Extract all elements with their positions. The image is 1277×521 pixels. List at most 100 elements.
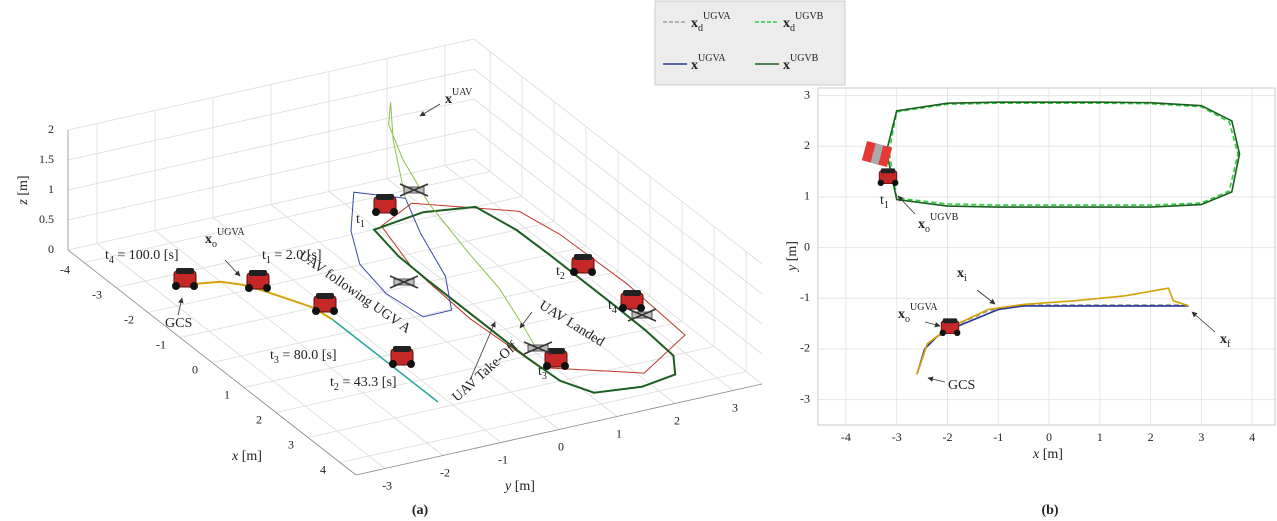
x-axis-label: x [m] <box>1032 447 1063 462</box>
axis-line <box>356 384 762 475</box>
text-part: UGVA <box>703 11 731 22</box>
robot-wheel <box>172 282 180 290</box>
robot-wheel <box>263 284 271 292</box>
text-part: [m] <box>1039 447 1063 462</box>
text-part: o <box>905 314 910 325</box>
annotation: t2 = 43.3 [s] <box>330 375 397 393</box>
trajectory <box>887 102 1240 207</box>
uav-icon <box>524 342 552 354</box>
x-tick-label: 1 <box>1097 430 1103 444</box>
y-tick-label: 1 <box>804 189 810 203</box>
robot-top <box>393 346 411 352</box>
robot-icon <box>389 346 415 368</box>
text-part: = 100.0 [s] <box>114 248 179 263</box>
x-tick-label: -2 <box>124 312 134 326</box>
text-part: UAV <box>452 87 473 98</box>
robot-icon <box>172 268 198 290</box>
robot-wheel <box>190 282 198 290</box>
y-tick-label: 2 <box>674 413 680 427</box>
annotation: xoUGVA <box>898 302 938 325</box>
text-part: = 80.0 [s] <box>279 348 337 363</box>
text-part: 1 <box>360 219 365 230</box>
annotation: xoUGVB <box>918 212 959 235</box>
robot-wheel <box>637 304 645 312</box>
arrow <box>225 260 240 276</box>
annotation: t4 = 100.0 [s] <box>105 248 179 266</box>
annotation: t4 <box>608 298 617 316</box>
trajectory <box>917 306 1189 374</box>
robot-wheel <box>954 330 960 336</box>
x-tick-label: 3 <box>1198 430 1204 444</box>
robot-wheel <box>570 268 578 276</box>
robot-wheel <box>543 362 551 370</box>
robot-top <box>376 194 394 200</box>
grid-line <box>213 218 501 443</box>
y-tick-label: 0 <box>558 439 564 453</box>
robot-icon <box>940 318 961 336</box>
robot-wheel <box>390 208 398 216</box>
annotation: GCS <box>948 378 975 393</box>
robot-wheel <box>588 268 596 276</box>
text-part: x <box>1220 332 1227 347</box>
annotation: GCS <box>165 316 192 331</box>
x-tick-label: 4 <box>1249 430 1255 444</box>
robot-top <box>176 268 194 274</box>
text-part: UGVB <box>930 212 959 223</box>
robot-wheel <box>330 307 338 315</box>
text-part: 1 <box>884 200 889 211</box>
z-tick-label: 1.5 <box>39 152 54 166</box>
annotation: xi <box>957 266 967 284</box>
x-tick-label: 0 <box>1046 430 1052 444</box>
annotation: xoUGVA <box>205 227 245 250</box>
z-axis-label: z [m] <box>16 175 31 205</box>
arrow <box>977 290 995 304</box>
robot-wheel <box>372 208 380 216</box>
arrow <box>925 322 940 326</box>
grid-line <box>445 166 733 391</box>
plot-frame <box>818 88 1275 425</box>
figure: -4-3-2-101234-3-2-1012300.511.52x [m]y [… <box>0 0 1277 521</box>
robot-wheel <box>940 330 946 336</box>
robot-wheel <box>245 284 253 292</box>
arrow <box>898 196 915 214</box>
text-part: [m] <box>16 175 31 199</box>
x-tick-label: -3 <box>892 430 902 444</box>
robot-top <box>881 168 895 173</box>
text-part: = 43.3 [s] <box>339 375 397 390</box>
y-tick-label: -3 <box>800 391 810 405</box>
text-part: GCS <box>948 378 975 393</box>
y-tick-label: -1 <box>800 290 810 304</box>
text-part: o <box>212 239 217 250</box>
text-part: x <box>783 16 790 31</box>
x-tick-label: -3 <box>92 287 102 301</box>
annotation: UAV Take-Off <box>450 339 521 405</box>
uav-icon <box>390 276 418 288</box>
y-axis-label: y [m] <box>785 241 800 273</box>
x-tick-label: -4 <box>841 430 851 444</box>
y-tick-label: 3 <box>732 400 738 414</box>
grid-line <box>271 205 559 430</box>
text-part: x <box>445 92 452 107</box>
text-part: x <box>205 232 212 247</box>
y-tick-label: -1 <box>498 452 508 466</box>
text-part: 2 <box>560 271 565 282</box>
robot-top <box>623 290 641 296</box>
robot-wheel <box>389 360 397 368</box>
y-tick-label: 2 <box>804 138 810 152</box>
trajectory <box>889 103 1238 205</box>
text-part: i <box>964 273 967 284</box>
robot-wheel <box>892 180 898 186</box>
robot-wheel <box>561 362 569 370</box>
z-tick-label: 0 <box>48 242 54 256</box>
text-part: UAV following UGV A <box>296 249 414 338</box>
robot-wheel <box>619 304 627 312</box>
y-tick-label: -3 <box>382 478 392 492</box>
annotation: t3 = 80.0 [s] <box>270 348 337 366</box>
robot-top <box>316 293 334 299</box>
text-part: UGVA <box>910 302 938 313</box>
robot-top <box>943 318 957 323</box>
annotation: t1 <box>356 212 365 230</box>
annotation: t1 <box>880 193 889 211</box>
text-part: UGVA <box>698 53 726 64</box>
text-part: d <box>698 23 703 34</box>
